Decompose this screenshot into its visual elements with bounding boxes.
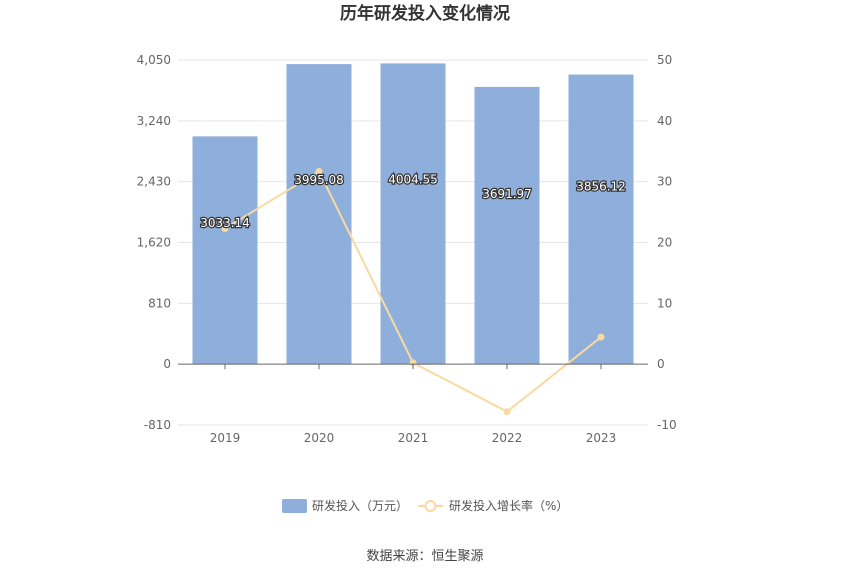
legend-bar-label[interactable]: 研发投入（万元） — [312, 498, 408, 513]
chart-title: 历年研发投入变化情况 — [340, 3, 510, 24]
legend-bar-swatch[interactable] — [282, 499, 307, 513]
label-layer: 3033.14 3995.08 4004.55 3691.97 3856.12 — [199, 172, 627, 232]
y-right-tick-label: 0 — [657, 357, 665, 371]
x-tick-label: 2020 — [304, 431, 335, 445]
axis-layer: 4,050 3,240 2,430 1,620 810 0 -810 50 40 30 20 10 0 -… — [137, 53, 677, 445]
bar-data-label: 3033.14 — [200, 216, 250, 230]
data-source: 数据来源：恒生聚源 — [366, 549, 483, 564]
legend-line-marker — [424, 500, 437, 512]
y-right-tick-label: -10 — [657, 418, 677, 432]
legend: 研发投入（万元） 研发投入增长率（%） — [282, 498, 568, 513]
line-layer — [221, 167, 605, 416]
x-tick-label: 2022 — [492, 431, 523, 445]
bar-data-label: 4004.55 — [388, 173, 438, 187]
y-left-tick-label: 3,240 — [137, 114, 171, 128]
bar — [286, 64, 352, 365]
bar-layer — [192, 63, 634, 365]
bar — [380, 63, 446, 365]
growth-point — [503, 408, 511, 416]
legend-line-label[interactable]: 研发投入增长率（%） — [449, 498, 568, 513]
growth-point — [597, 333, 605, 341]
x-tick-label: 2019 — [210, 431, 241, 445]
bar-data-label: 3995.08 — [294, 173, 344, 187]
y-left-tick-label: 810 — [148, 296, 171, 310]
y-right-tick-label: 40 — [657, 114, 672, 128]
y-left-tick-label: 1,620 — [137, 236, 171, 250]
y-left-tick-label: 0 — [163, 357, 171, 371]
x-tick-label: 2021 — [398, 431, 429, 445]
y-left-tick-label: -810 — [144, 418, 171, 432]
y-right-tick-label: 30 — [657, 175, 672, 189]
growth-point — [315, 167, 323, 175]
y-right-tick-label: 20 — [657, 236, 672, 250]
y-left-tick-label: 2,430 — [137, 175, 171, 189]
y-left-tick-label: 4,050 — [137, 53, 171, 67]
bar — [568, 74, 634, 365]
x-tick-label: 2023 — [586, 431, 617, 445]
bar-data-label: 3856.12 — [576, 179, 626, 193]
y-right-tick-label: 50 — [657, 53, 672, 67]
bar — [474, 86, 540, 365]
growth-point — [221, 225, 229, 233]
y-right-tick-label: 10 — [657, 296, 672, 310]
bar-data-label: 3691.97 — [482, 187, 532, 201]
bar — [192, 136, 258, 365]
